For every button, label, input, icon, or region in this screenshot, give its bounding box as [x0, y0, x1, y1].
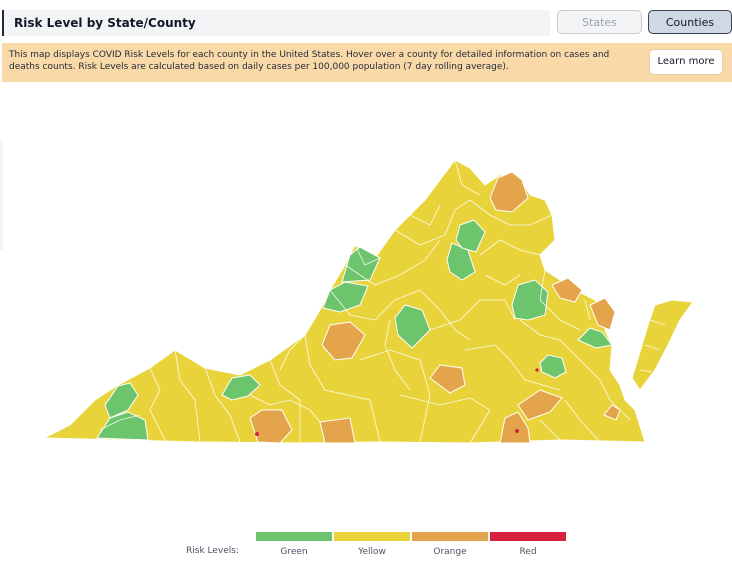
county-borders — [99, 159, 666, 444]
county-orange[interactable] — [551, 277, 583, 303]
red-counties — [255, 368, 539, 436]
info-banner: This map displays COVID Risk Levels for … — [2, 43, 732, 82]
header-bar: Risk Level by State/County States Counti… — [0, 8, 732, 40]
county-orange[interactable] — [249, 409, 293, 444]
legend-item-yellow: Yellow — [334, 532, 410, 557]
orange-counties — [249, 171, 621, 444]
banner-text: This map displays COVID Risk Levels for … — [9, 50, 610, 72]
legend-label-red: Red — [519, 547, 537, 557]
county-orange[interactable] — [319, 417, 356, 444]
county-map[interactable] — [0, 130, 732, 460]
county-green[interactable] — [446, 242, 476, 281]
county-green[interactable] — [577, 327, 613, 349]
legend-swatch-yellow — [334, 532, 410, 541]
county-red[interactable] — [255, 432, 259, 436]
legend-item-orange: Orange — [412, 532, 488, 557]
county-red[interactable] — [535, 368, 539, 372]
counties-button[interactable]: Counties — [648, 10, 732, 34]
county-orange[interactable] — [499, 411, 531, 444]
county-orange[interactable] — [429, 364, 466, 394]
county-orange[interactable] — [517, 389, 563, 421]
legend-title: Risk Levels: — [186, 546, 239, 556]
county-orange[interactable] — [321, 321, 366, 361]
county-green[interactable] — [221, 374, 261, 401]
county-green[interactable] — [511, 279, 549, 321]
learn-more-button[interactable]: Learn more — [650, 50, 722, 74]
legend-swatch-green — [256, 532, 332, 541]
page-title: Risk Level by State/County — [14, 16, 196, 30]
county-green[interactable] — [455, 219, 486, 253]
legend-label-green: Green — [280, 547, 308, 557]
legend-swatch-red — [490, 532, 566, 541]
county-green[interactable] — [104, 382, 139, 419]
eastern-shore[interactable] — [631, 299, 694, 391]
risk-legend: Risk Levels: Green Yellow Orange Red — [0, 530, 732, 567]
legend-item-red: Red — [490, 532, 566, 557]
county-orange[interactable] — [589, 297, 616, 331]
county-orange[interactable] — [489, 171, 529, 213]
title-box: Risk Level by State/County — [2, 10, 550, 36]
virginia-map-svg[interactable] — [0, 130, 732, 460]
states-button[interactable]: States — [557, 10, 642, 34]
legend-label-orange: Orange — [433, 547, 467, 557]
county-green[interactable] — [539, 354, 567, 379]
legend-swatch-orange — [412, 532, 488, 541]
county-red[interactable] — [515, 429, 519, 433]
legend-item-green: Green — [256, 532, 332, 557]
legend-label-yellow: Yellow — [358, 547, 386, 557]
left-edge-strip — [0, 140, 3, 250]
green-counties — [96, 219, 613, 441]
county-green[interactable] — [341, 246, 381, 283]
